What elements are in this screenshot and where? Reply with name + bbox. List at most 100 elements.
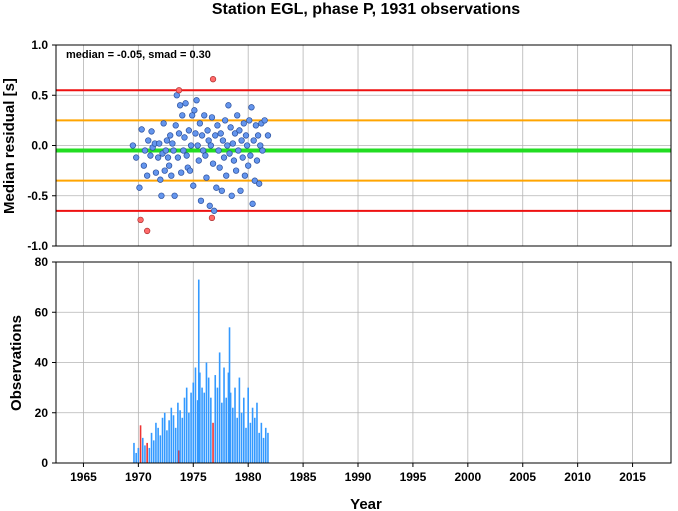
x-tick-label: 1970 bbox=[125, 470, 152, 484]
residual-point bbox=[243, 142, 251, 149]
observation-bar bbox=[177, 402, 179, 463]
residual-point bbox=[133, 154, 140, 161]
observation-bar bbox=[150, 432, 153, 463]
residual-point bbox=[186, 167, 194, 174]
residual-point bbox=[167, 132, 174, 139]
residual-point bbox=[264, 132, 272, 139]
residual-point bbox=[240, 120, 247, 127]
observation-bar bbox=[260, 422, 263, 463]
residual-point bbox=[217, 130, 224, 137]
x-tick-label: 2010 bbox=[564, 470, 591, 484]
observation-bar bbox=[207, 377, 210, 463]
observation-bar-highlight bbox=[178, 450, 180, 463]
residual-point bbox=[204, 127, 211, 134]
residual-point bbox=[129, 142, 137, 149]
observation-bar bbox=[179, 410, 181, 463]
outlier-point bbox=[208, 214, 216, 222]
observation-bar bbox=[262, 437, 265, 463]
x-tick-label: 1965 bbox=[70, 470, 97, 484]
residual-point bbox=[165, 162, 173, 169]
residual-point bbox=[216, 164, 223, 171]
residual-point bbox=[235, 147, 242, 154]
observation-bar bbox=[161, 417, 164, 463]
residual-point bbox=[202, 152, 209, 159]
x-tick-label: 1990 bbox=[345, 470, 372, 484]
stats-annotation: median = -0.05, smad = 0.30 bbox=[66, 49, 211, 61]
observation-bar bbox=[214, 375, 217, 463]
residual-point bbox=[251, 177, 258, 184]
residual-point bbox=[162, 147, 169, 154]
observation-bar bbox=[205, 362, 208, 463]
residual-point bbox=[247, 152, 254, 159]
residual-point bbox=[179, 112, 186, 119]
residual-point bbox=[180, 147, 187, 154]
residual-point bbox=[212, 132, 219, 139]
observation-bar bbox=[174, 427, 177, 463]
observation-bar bbox=[267, 432, 269, 463]
observation-bar bbox=[166, 430, 168, 463]
residual-point bbox=[160, 120, 167, 127]
observation-bar bbox=[218, 352, 221, 463]
residual-point bbox=[140, 162, 148, 169]
residual-point bbox=[234, 112, 241, 119]
residual-point bbox=[246, 117, 253, 124]
y-tick-label: 1.0 bbox=[31, 38, 48, 52]
residual-point bbox=[192, 130, 199, 137]
residual-point bbox=[144, 172, 151, 179]
observation-bar bbox=[183, 397, 186, 463]
observation-bar bbox=[168, 420, 170, 463]
residual-point bbox=[253, 157, 261, 164]
residual-point bbox=[238, 137, 245, 144]
observation-bar bbox=[229, 392, 232, 463]
observation-bar bbox=[253, 417, 256, 463]
observation-bar bbox=[228, 327, 231, 463]
residual-point bbox=[261, 117, 268, 124]
residual-point bbox=[237, 187, 244, 194]
residual-y-axis-label: Median residual [s] bbox=[1, 78, 18, 214]
residual-y-ticks: -1.0 -0.5 0.0 0.5 1.0 bbox=[27, 38, 56, 253]
reference-lines bbox=[56, 89, 671, 212]
residual-point bbox=[187, 142, 195, 149]
residual-point bbox=[242, 132, 250, 139]
observation-bar bbox=[238, 377, 241, 463]
residual-point bbox=[215, 147, 222, 154]
residual-point bbox=[201, 112, 208, 119]
outlier-point bbox=[209, 76, 217, 83]
observation-bar bbox=[232, 407, 234, 463]
observation-bar bbox=[196, 400, 199, 463]
residual-point bbox=[206, 202, 213, 209]
residual-point bbox=[148, 128, 155, 135]
observation-bar bbox=[258, 432, 260, 463]
observation-bar bbox=[201, 387, 203, 463]
observation-bar bbox=[194, 367, 197, 463]
residual-point bbox=[254, 132, 262, 139]
observation-bar bbox=[247, 387, 249, 463]
observations-panel: 0 20 40 60 80 1965 1970 1975 1980 1985 1990 1995 20… bbox=[8, 255, 672, 511]
residual-grid bbox=[56, 44, 671, 247]
observation-bars bbox=[133, 279, 269, 463]
observation-bar bbox=[227, 372, 230, 463]
residual-point bbox=[259, 147, 266, 154]
observation-bar bbox=[240, 412, 243, 463]
observation-bar bbox=[190, 392, 192, 463]
observation-bar bbox=[225, 397, 228, 463]
y-tick-label: 60 bbox=[35, 305, 49, 319]
observations-y-axis-label: Observations bbox=[8, 315, 25, 411]
observation-bar bbox=[135, 452, 137, 463]
residual-point bbox=[174, 154, 182, 161]
y-tick-label: 40 bbox=[35, 356, 49, 370]
x-axis-label: Year bbox=[350, 496, 382, 511]
observation-bar bbox=[221, 402, 223, 463]
observation-bar bbox=[185, 387, 188, 463]
residual-point bbox=[152, 169, 160, 176]
residual-point bbox=[172, 122, 179, 129]
observation-bar bbox=[163, 412, 166, 463]
residual-point bbox=[252, 122, 260, 129]
observation-bar bbox=[148, 447, 151, 463]
residual-point bbox=[214, 122, 221, 129]
residual-point bbox=[141, 147, 149, 154]
residual-point bbox=[220, 154, 228, 161]
y-tick-label: -0.5 bbox=[27, 189, 48, 203]
residual-point bbox=[210, 207, 218, 214]
residual-point bbox=[227, 124, 234, 131]
